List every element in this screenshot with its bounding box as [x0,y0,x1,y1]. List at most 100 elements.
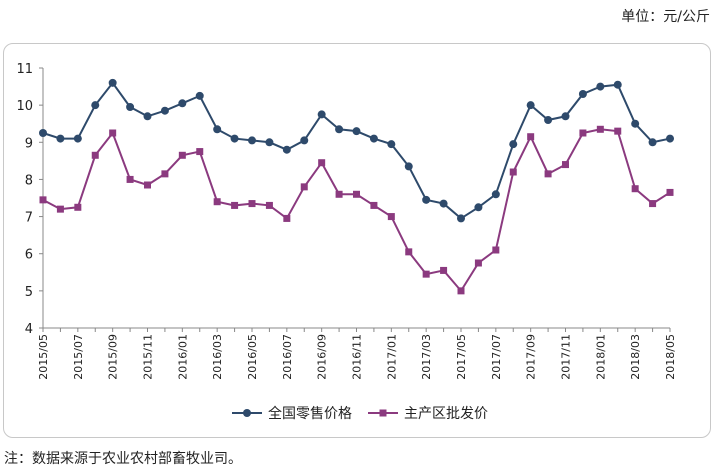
data-point [561,112,570,121]
data-point [248,136,256,145]
data-point [300,183,308,191]
data-point [457,287,465,295]
data-point [439,199,448,208]
data-point [213,125,222,134]
data-point [231,201,239,209]
x-tick-label: 2018/05 [664,334,677,380]
legend-label: 主产区批发价 [404,406,488,422]
x-tick-label: 2016/01 [176,334,189,380]
x-tick-label: 2016/05 [246,334,259,380]
data-point [631,119,640,128]
data-point [405,248,413,256]
data-point [265,201,273,209]
y-tick-label: 5 [25,285,33,300]
data-point [422,195,431,204]
data-point [526,101,535,110]
data-point [491,190,500,199]
x-tick-label: 2017/05 [455,334,468,380]
data-point [283,214,291,222]
data-point [39,196,47,204]
x-tick-label: 2016/03 [211,334,224,380]
data-point [335,125,344,134]
data-point [196,148,204,156]
data-point [369,134,378,143]
data-point [195,91,204,100]
data-point [440,266,448,274]
data-point [143,112,152,121]
data-point [265,138,274,147]
data-point [213,198,221,206]
data-point [161,170,169,178]
data-point [300,136,309,145]
data-point [39,129,47,137]
data-point [457,214,465,223]
series-line [42,128,671,293]
data-point [404,162,413,171]
legend-label: 全国零售价格 [268,405,352,422]
data-point [492,246,500,254]
data-point [544,116,553,124]
data-point [178,99,187,108]
data-point [509,140,518,149]
data-point [596,125,604,133]
x-tick-label: 2016/11 [351,334,364,380]
data-point [56,205,64,213]
data-point [126,175,134,183]
data-point [230,134,239,143]
data-point [631,185,639,193]
data-point [178,151,186,159]
source-footnote: 注：数据来源于农业农村部畜牧业司。 [4,451,242,467]
x-tick-label: 2017/03 [420,334,433,380]
x-tick-label: 2018/01 [594,334,607,380]
data-point [422,270,430,278]
x-tick-label: 2016/07 [281,334,294,380]
data-point [474,259,482,267]
data-point [666,134,674,143]
data-point [56,134,65,143]
data-point [248,200,256,208]
data-point [387,140,396,149]
data-point [370,201,378,209]
series-line [42,81,671,220]
data-point [562,161,569,169]
y-tick-label: 11 [16,62,33,77]
chart-frame [3,43,711,438]
legend-item: 主产区批发价 [368,406,488,422]
data-point [474,203,483,212]
x-tick-label: 2017/11 [560,334,573,380]
x-axis-ticks: 2015/05 2015/07 2015/09 2015/11 2016/01 2016/… [37,328,677,380]
data-point [108,78,117,87]
y-tick-label: 6 [25,248,33,263]
data-point [613,80,622,89]
data-point [527,133,535,141]
x-tick-label: 2015/11 [142,334,155,380]
legend-marker [379,409,387,417]
data-point [144,181,151,189]
chart-legend: 全国零售价格 主产区批发价 [232,405,488,422]
y-axis-ticks: 4 5 6 7 8 9 10 11 [16,62,43,337]
data-point [544,170,552,178]
data-point [73,134,82,143]
data-point [318,159,326,167]
y-tick-label: 4 [25,322,33,337]
x-tick-label: 2015/09 [107,334,120,380]
x-tick-label: 2015/05 [37,334,50,380]
data-point [74,203,82,211]
data-point [317,110,326,119]
chart-series [39,78,674,295]
x-tick-label: 2018/03 [629,334,642,380]
chart-axes [42,68,670,329]
data-point [126,103,135,111]
y-tick-label: 8 [25,173,33,188]
legend-item: 全国零售价格 [232,405,352,422]
data-point [353,190,360,198]
data-point [614,127,622,135]
x-tick-label: 2017/09 [525,334,538,380]
data-point [509,168,517,176]
y-tick-label: 9 [25,136,33,151]
data-point [160,106,169,115]
x-tick-label: 2017/07 [490,334,503,380]
data-point [387,213,395,221]
data-point [282,145,291,154]
